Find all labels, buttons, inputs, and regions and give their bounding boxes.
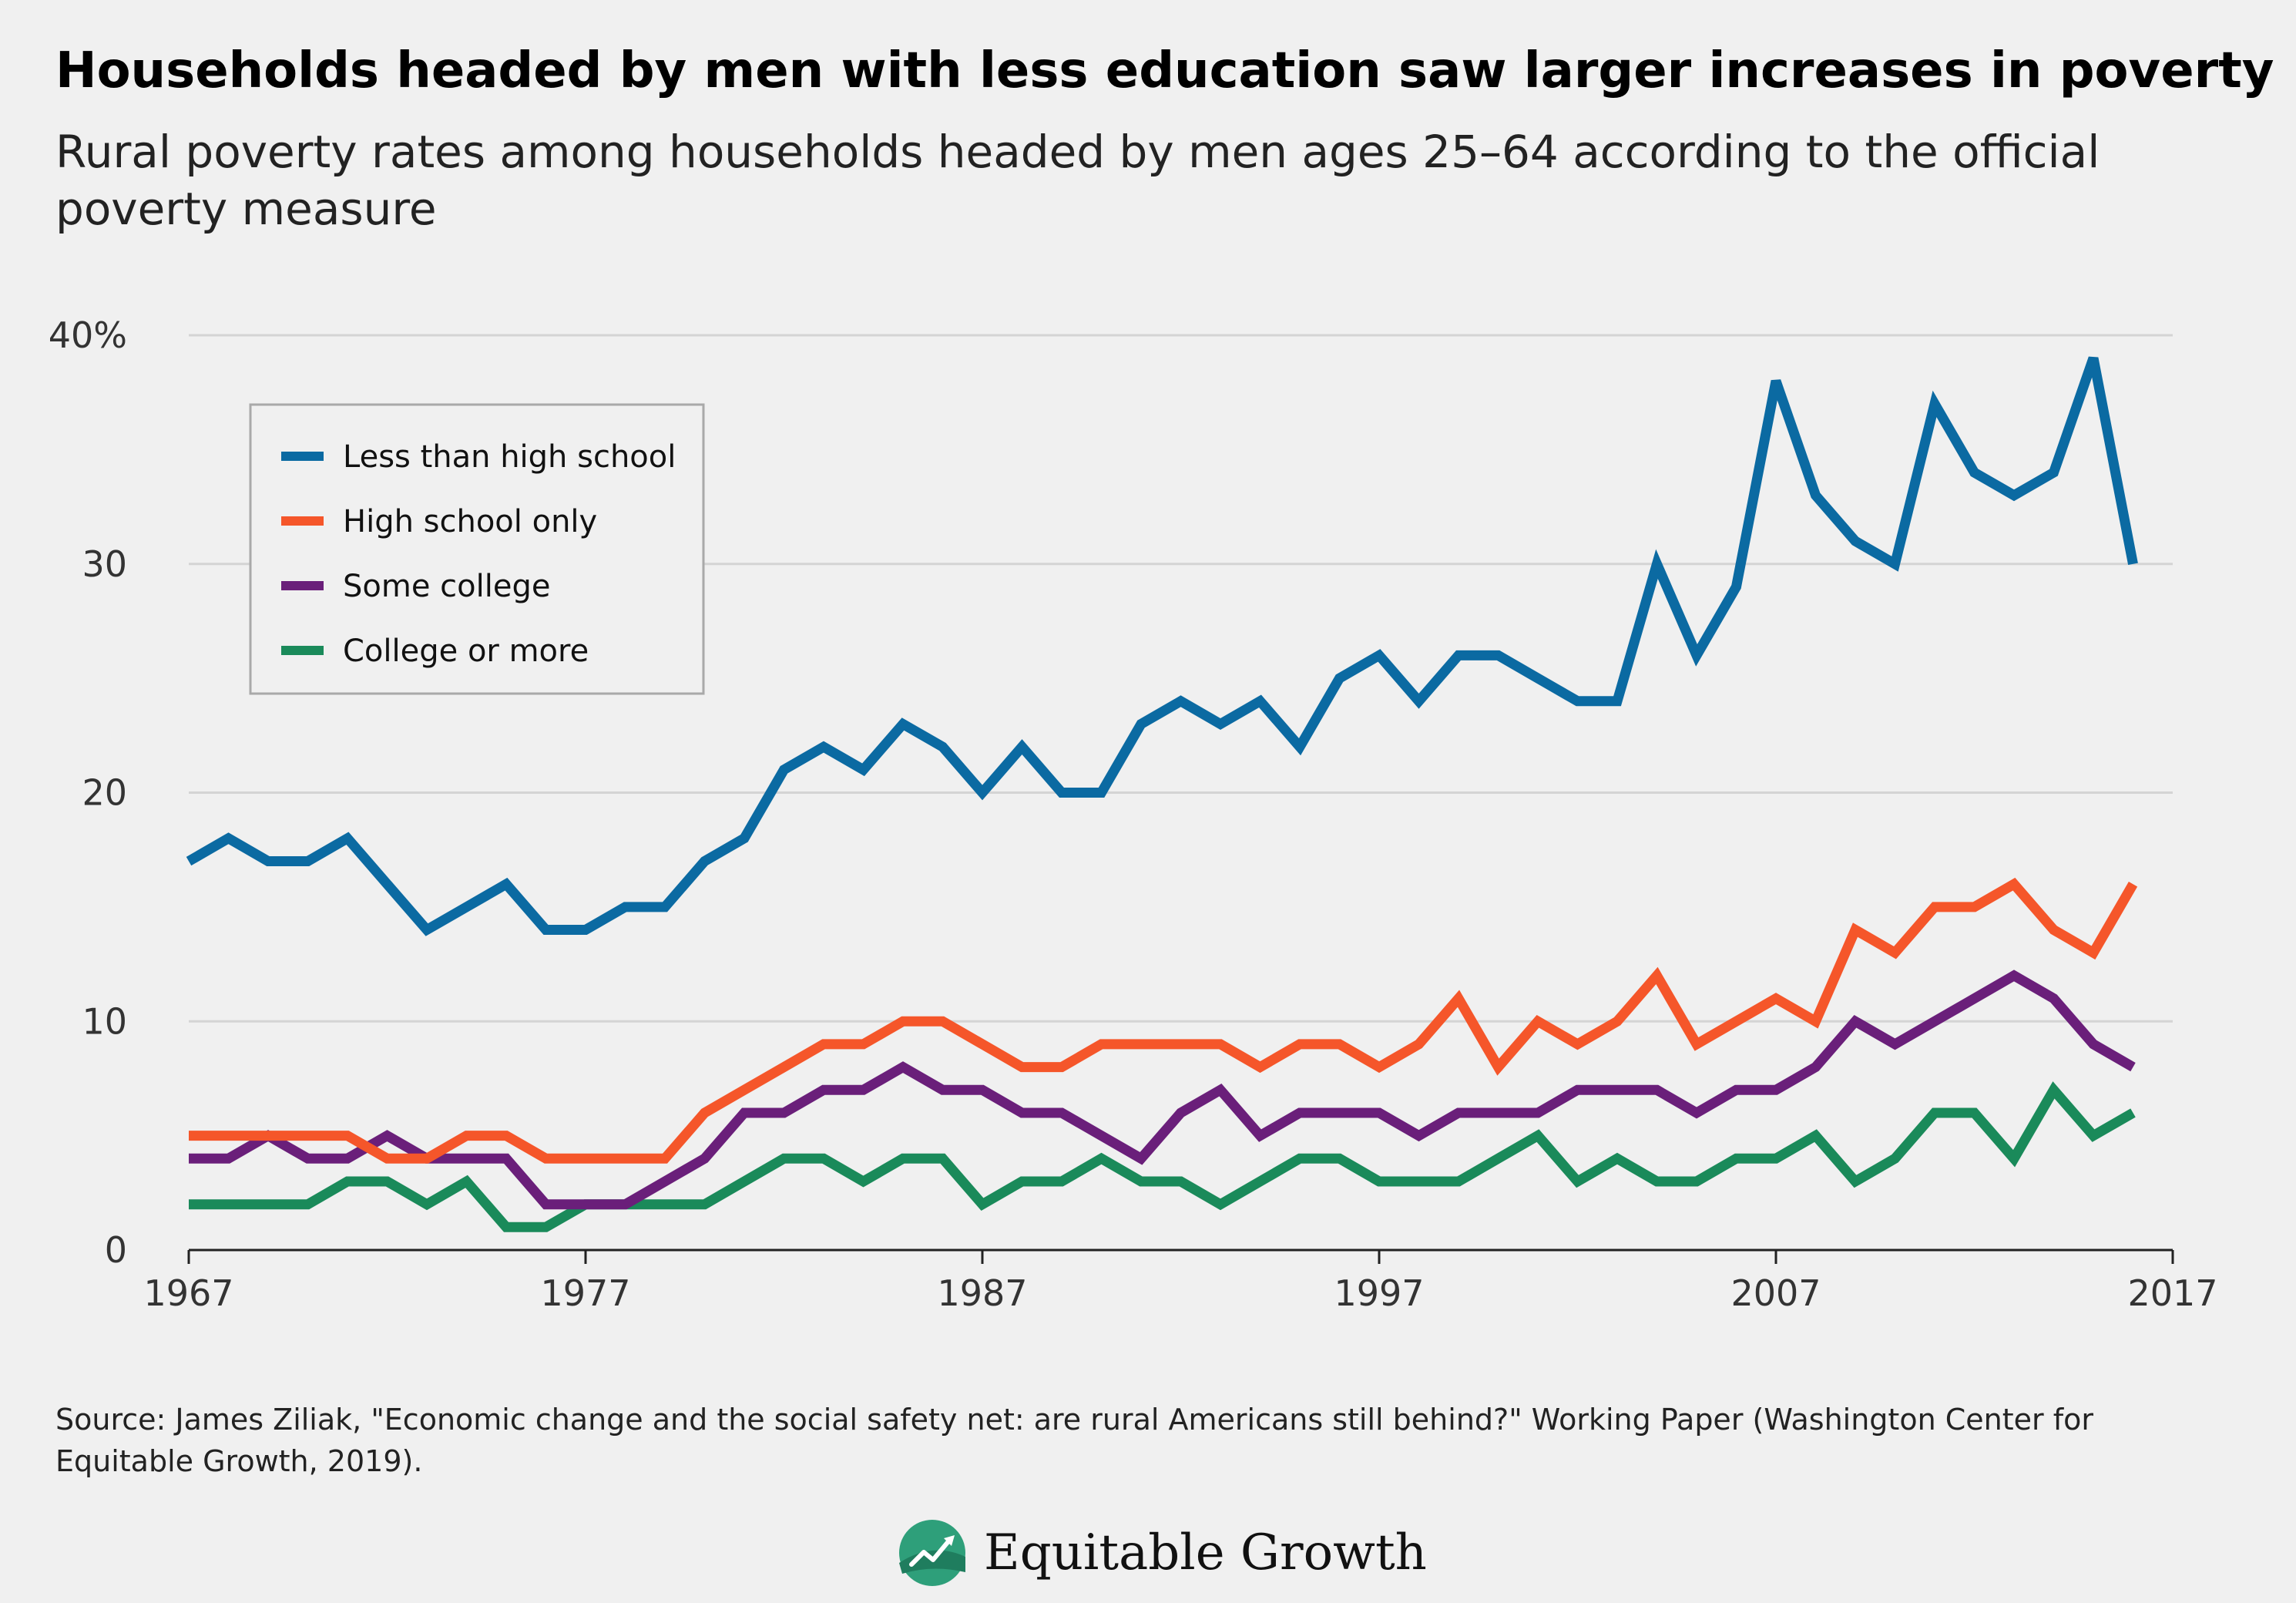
x-tick-label: 1967 [143, 1272, 233, 1314]
y-tick-label: 40% [49, 314, 127, 356]
x-tick-label: 1997 [1334, 1272, 1424, 1314]
series-line-high-school-only [189, 877, 2138, 1164]
chart-subtitle: Rural poverty rates among households hea… [55, 126, 2100, 235]
x-tick-label: 1977 [540, 1272, 630, 1314]
y-tick-label: 20 [82, 772, 127, 814]
legend-box [249, 403, 705, 695]
series-line-some-college [189, 970, 2136, 1210]
source-note: Source: James Ziliak, "Economic change a… [55, 1403, 2093, 1478]
y-tick-label: 30 [82, 543, 127, 585]
equitable-growth-logo-icon [899, 1520, 965, 1586]
chart-title: Households headed by men with less educa… [55, 42, 2274, 99]
y-axis-ticks: 0 10 20 30 40% [49, 314, 127, 1271]
brand-name: Equitable Growth [984, 1524, 1427, 1581]
x-tick-label: 1987 [937, 1272, 1027, 1314]
y-tick-label: 0 [105, 1229, 127, 1271]
series-line-less-than-high-school [186, 356, 2138, 936]
x-tick-label: 2007 [1730, 1272, 1821, 1314]
legend-label: Less than high school [343, 439, 676, 475]
legend-label: High school only [343, 504, 597, 539]
legend: Less than high school High school only Som… [249, 403, 705, 695]
x-tick-label: 2017 [2127, 1272, 2217, 1314]
legend-label: Some college [343, 569, 550, 604]
legend-label: College or more [343, 633, 589, 669]
series-lines [186, 356, 2138, 1232]
line-chart: 1967 1977 1987 1997 2007 2017 0 10 20 30 40% Less… [49, 314, 2218, 1314]
series-line-college-or-more [189, 1081, 2136, 1232]
x-axis: 1967 1977 1987 1997 2007 2017 [143, 1248, 2218, 1314]
brand-logo: Equitable Growth [898, 1511, 1427, 1595]
y-tick-label: 10 [82, 1000, 127, 1042]
